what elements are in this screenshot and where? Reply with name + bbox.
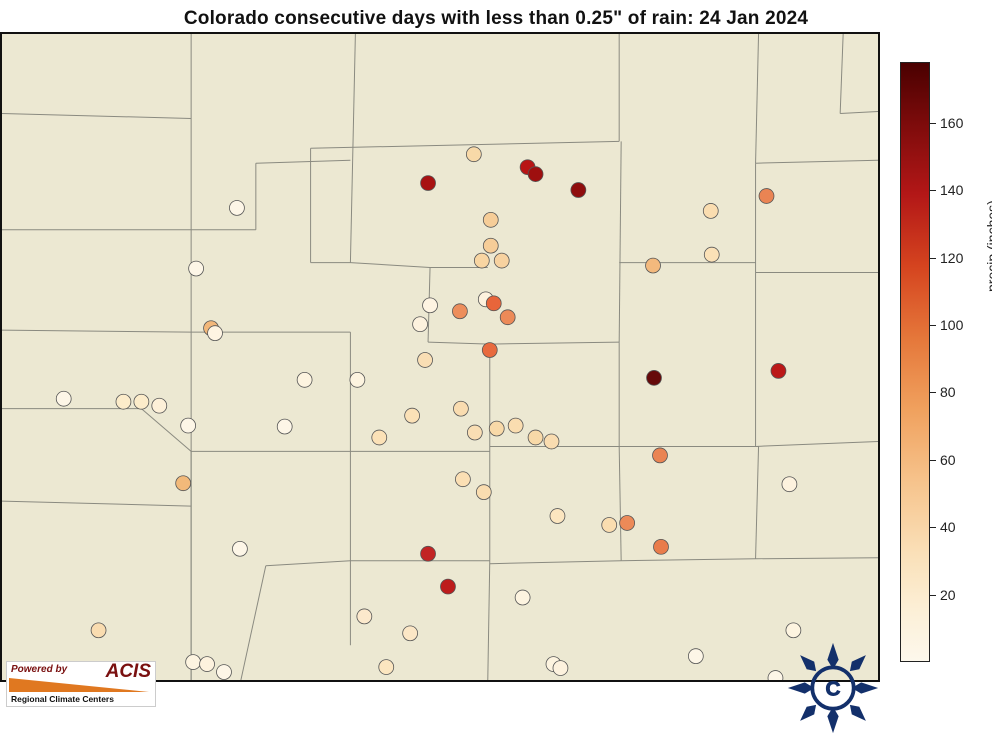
precip-data-point[interactable] <box>654 539 669 554</box>
precip-data-point[interactable] <box>528 430 543 445</box>
colorbar-tick-label-140: 140 <box>940 182 963 198</box>
precip-data-point[interactable] <box>208 326 223 341</box>
precip-data-point[interactable] <box>372 430 387 445</box>
precip-data-point[interactable] <box>474 253 489 268</box>
acis-logo-triangle <box>9 678 149 692</box>
precip-data-point[interactable] <box>486 296 501 311</box>
precip-data-point[interactable] <box>116 394 131 409</box>
svg-text:C: C <box>826 678 841 701</box>
precip-data-point[interactable] <box>403 626 418 641</box>
precip-data-point[interactable] <box>229 200 244 215</box>
precip-data-point[interactable] <box>483 212 498 227</box>
precip-data-point[interactable] <box>217 665 232 680</box>
data-points-group <box>56 147 801 680</box>
precip-data-point[interactable] <box>189 261 204 276</box>
colorbar-tick-label-100: 100 <box>940 317 963 333</box>
precip-data-point[interactable] <box>453 401 468 416</box>
colorbar-ticks: 20 40 60 80 100 120 140 160 <box>900 62 930 662</box>
precip-data-point[interactable] <box>515 590 530 605</box>
precip-data-point[interactable] <box>91 623 106 638</box>
precip-data-point[interactable] <box>176 476 191 491</box>
page-title: Colorado consecutive days with less than… <box>0 0 992 30</box>
snowflake-logo-icon: C <box>786 641 880 735</box>
precip-data-point[interactable] <box>602 518 617 533</box>
precip-data-point[interactable] <box>467 425 482 440</box>
precip-data-point[interactable] <box>500 310 515 325</box>
precip-data-point[interactable] <box>357 609 372 624</box>
precip-data-point[interactable] <box>550 509 565 524</box>
precip-data-point[interactable] <box>413 317 428 332</box>
precip-data-point[interactable] <box>440 579 455 594</box>
acis-logo: Powered by ACIS Regional Climate Centers <box>6 661 156 707</box>
colorbar-container: 20 40 60 80 100 120 140 160 precip (inches) <box>900 62 930 682</box>
precip-data-point[interactable] <box>421 546 436 561</box>
precip-data-point[interactable] <box>232 541 247 556</box>
precip-data-point[interactable] <box>782 477 797 492</box>
colorbar-tick-label-20: 20 <box>940 587 956 603</box>
regional-climate-centers-label: Regional Climate Centers <box>11 694 114 704</box>
precip-data-point[interactable] <box>200 657 215 672</box>
precip-data-point[interactable] <box>482 343 497 358</box>
precip-data-point[interactable] <box>181 418 196 433</box>
colorbar-tick-80 <box>930 392 936 393</box>
precip-data-point[interactable] <box>553 661 568 676</box>
precip-data-point[interactable] <box>771 363 786 378</box>
precip-data-point[interactable] <box>703 203 718 218</box>
precip-data-point[interactable] <box>350 372 365 387</box>
colorbar-tick-label-120: 120 <box>940 250 963 266</box>
precip-data-point[interactable] <box>759 189 774 204</box>
colorbar-axis-label: precip (inches) <box>984 200 992 292</box>
precip-data-point[interactable] <box>494 253 509 268</box>
colorbar-tick-label-60: 60 <box>940 452 956 468</box>
precip-data-point[interactable] <box>134 394 149 409</box>
precip-data-point[interactable] <box>704 247 719 262</box>
precip-data-point[interactable] <box>405 408 420 423</box>
precip-data-point[interactable] <box>768 671 783 680</box>
precip-data-point[interactable] <box>508 418 523 433</box>
precip-data-point[interactable] <box>277 419 292 434</box>
precip-data-point[interactable] <box>620 516 635 531</box>
colorbar-tick-100 <box>930 325 936 326</box>
precip-data-point[interactable] <box>688 649 703 664</box>
colorbar-tick-120 <box>930 258 936 259</box>
precip-data-point[interactable] <box>186 655 201 670</box>
colorbar-tick-label-160: 160 <box>940 115 963 131</box>
precip-data-point[interactable] <box>647 370 662 385</box>
precip-data-point[interactable] <box>653 448 668 463</box>
precip-data-point[interactable] <box>379 660 394 675</box>
precip-data-point[interactable] <box>152 398 167 413</box>
county-lines <box>2 34 878 680</box>
colorbar-tick-label-40: 40 <box>940 519 956 535</box>
precip-data-point[interactable] <box>56 391 71 406</box>
precip-data-point[interactable] <box>476 485 491 500</box>
colorbar-tick-140 <box>930 190 936 191</box>
colorado-map-svg <box>2 34 878 680</box>
precip-data-point[interactable] <box>455 472 470 487</box>
precip-data-point[interactable] <box>786 623 801 638</box>
precip-data-point[interactable] <box>421 176 436 191</box>
precip-data-point[interactable] <box>489 421 504 436</box>
precip-data-point[interactable] <box>528 167 543 182</box>
colorbar-tick-60 <box>930 460 936 461</box>
precip-data-point[interactable] <box>418 353 433 368</box>
precip-data-point[interactable] <box>423 298 438 313</box>
colorbar-tick-20 <box>930 595 936 596</box>
colorbar-tick-label-80: 80 <box>940 384 956 400</box>
precip-data-point[interactable] <box>483 238 498 253</box>
precip-data-point[interactable] <box>544 434 559 449</box>
precip-data-point[interactable] <box>466 147 481 162</box>
precip-data-point[interactable] <box>646 258 661 273</box>
precip-data-point[interactable] <box>297 372 312 387</box>
colorbar-tick-160 <box>930 123 936 124</box>
precip-data-point[interactable] <box>452 304 467 319</box>
colorbar-tick-40 <box>930 527 936 528</box>
precip-data-point[interactable] <box>571 183 586 198</box>
map-container <box>0 32 880 682</box>
